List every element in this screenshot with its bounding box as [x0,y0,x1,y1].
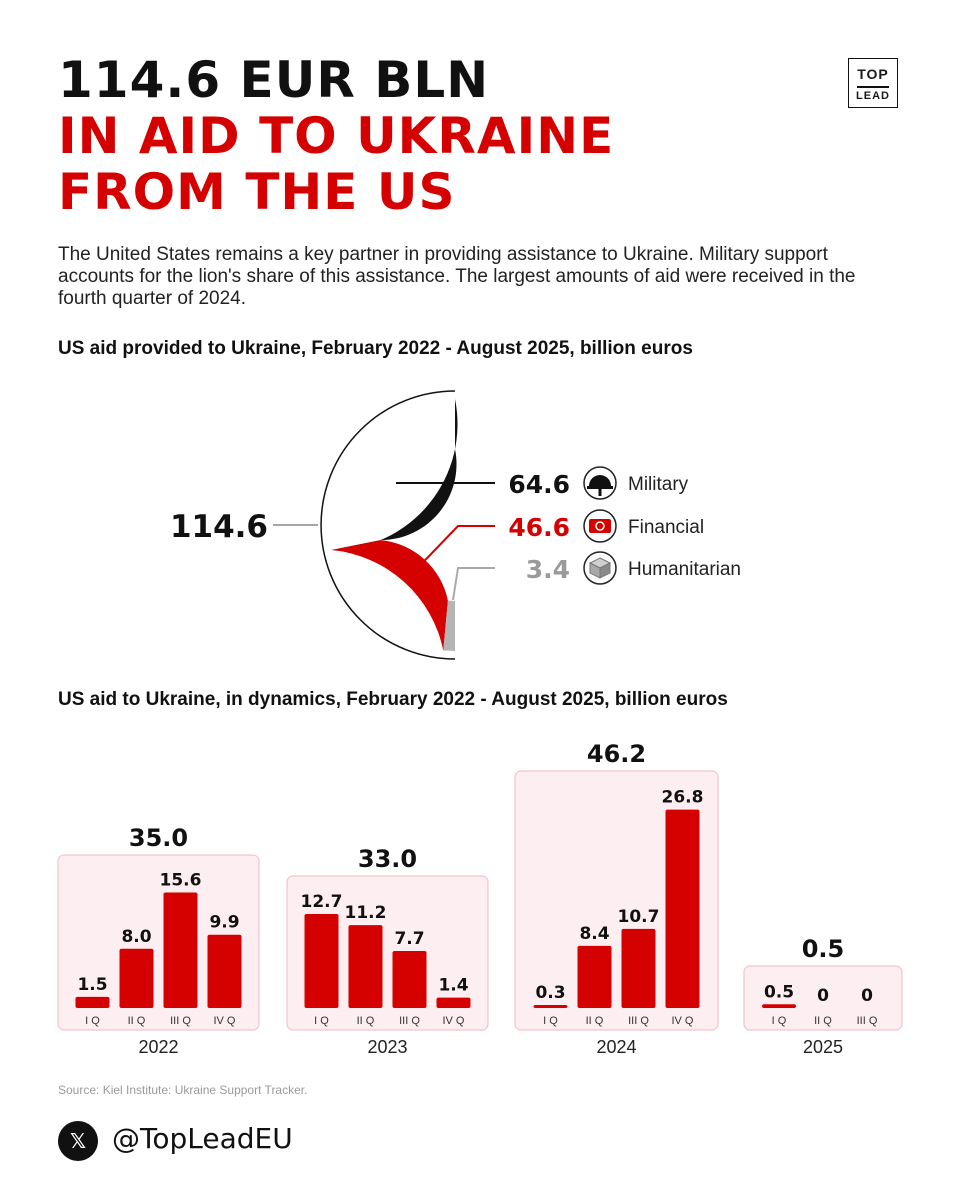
bar-category-2022-q4: IV Q [213,1015,235,1027]
bar-2025-q1 [762,1004,796,1008]
donut-chart-title: US aid provided to Ukraine, February 202… [58,338,693,359]
bar-value-2023-q4: 1.4 [438,976,468,996]
logo-top-text: TOP [857,66,889,82]
title-line-3: FROM THE US [58,163,456,221]
bar-2022-q3 [163,892,198,1008]
bar-value-2023-q1: 12.7 [301,892,343,912]
bar-2024-q3 [621,928,656,1008]
year-panel-2025 [743,965,903,1031]
title-line-1: 114.6 EUR BLN [58,51,490,109]
bar-category-2025-q3: III Q [857,1015,878,1027]
donut-slice-humanitarian [443,600,455,651]
year-total-2022: 35.0 [129,824,188,852]
year-group-2025: 0.5 2025 0.5 I Q 0 II Q 0 III Q [743,935,903,1057]
bar-chart-title: US aid to Ukraine, in dynamics, February… [58,689,728,710]
donut-legend-financial: Financial [628,517,704,538]
year-label-2024: 2024 [596,1037,636,1057]
year-total-2023: 33.0 [358,845,417,873]
leader-line-financial [405,525,495,581]
bar-category-2024-q1: I Q [543,1015,558,1027]
bar-2023-q3 [392,951,427,1008]
leader-line-humanitarian [452,567,495,601]
year-group-2022: 35.0 2022 1.5 I Q 8.0 II Q 15.6 III Q 9.9 IV Q [57,824,260,1057]
year-label-2023: 2023 [367,1037,407,1057]
bar-category-2022-q3: III Q [170,1015,191,1027]
bar-value-2022-q2: 8.0 [121,927,151,947]
donut-value-military: 64.6 [508,470,570,499]
bar-category-2023-q3: III Q [399,1015,420,1027]
year-label-2025: 2025 [803,1037,843,1057]
social-handle[interactable]: @TopLeadEU [112,1122,293,1155]
top-lead-logo: TOP LEAD [848,58,898,108]
bar-category-2024-q3: III Q [628,1015,649,1027]
source-note: Source: Kiel Institute: Ukraine Support … [58,1083,308,1097]
bar-category-2023-q1: I Q [314,1015,329,1027]
logo-divider [857,86,889,88]
bar-category-2022-q1: I Q [85,1015,100,1027]
bar-category-2024-q2: II Q [586,1015,604,1027]
donut-value-humanitarian: 3.4 [526,555,570,584]
donut-legend-humanitarian: Humanitarian [628,559,741,580]
bar-value-2023-q3: 7.7 [394,929,424,949]
bar-2022-q1 [75,996,110,1008]
banknote-icon [583,509,617,543]
box-icon [583,551,617,585]
bar-value-2024-q1: 0.3 [535,983,565,1003]
bar-value-2024-q4: 26.8 [662,788,704,808]
bar-category-2023-q2: II Q [357,1015,375,1027]
donut-slice-military [331,399,458,551]
bar-2024-q2 [577,945,612,1008]
bar-value-2025-q3: 0 [861,986,873,1006]
bar-value-2023-q2: 11.2 [345,903,387,923]
year-label-2022: 2022 [138,1037,178,1057]
page-title: 114.6 EUR BLN IN AID TO UKRAINE FROM THE… [58,52,614,220]
year-group-2024: 46.2 2024 0.3 I Q 8.4 II Q 10.7 III Q 26.8 IV Q [514,740,719,1057]
x-logo-icon[interactable]: 𝕏 [58,1121,98,1161]
bar-value-2022-q1: 1.5 [77,975,107,995]
bar-value-2024-q3: 10.7 [618,907,660,927]
year-total-2025: 0.5 [802,935,845,963]
bar-category-2024-q4: IV Q [671,1015,693,1027]
donut-outer-arc [320,390,456,660]
bar-2024-q4 [665,809,700,1008]
bar-value-2024-q2: 8.4 [579,924,609,944]
logo-bottom-text: LEAD [856,90,890,102]
bar-2023-q2 [348,925,383,1008]
bar-2022-q2 [119,948,154,1008]
donut-chart: 114.6 64.6 Military 46.6 Financial 3.4 Humanit… [170,390,741,660]
bar-category-2025-q2: II Q [814,1015,832,1027]
bar-2023-q4 [436,997,471,1008]
donut-total-label: 114.6 [170,509,268,545]
donut-legend-military: Military [628,474,689,495]
title-line-2: IN AID TO UKRAINE [58,107,615,165]
donut-value-financial: 46.6 [508,513,570,542]
bar-2022-q4 [207,934,242,1008]
year-group-2023: 33.0 2023 12.7 I Q 11.2 II Q 7.7 III Q 1.4 IV Q [286,845,489,1057]
bar-value-2022-q3: 15.6 [160,871,202,891]
bar-value-2025-q1: 0.5 [764,982,794,1002]
bar-category-2025-q1: I Q [772,1015,787,1027]
bar-category-2023-q4: IV Q [442,1015,464,1027]
year-total-2024: 46.2 [587,740,646,768]
bar-value-2025-q2: 0 [817,986,829,1006]
bar-category-2022-q2: II Q [128,1015,146,1027]
bar-value-2022-q4: 9.9 [209,913,239,933]
helmet-icon [583,466,617,500]
bar-2024-q1 [533,1005,568,1008]
intro-text: The United States remains a key partner … [58,244,856,309]
bar-2023-q1 [304,914,339,1008]
